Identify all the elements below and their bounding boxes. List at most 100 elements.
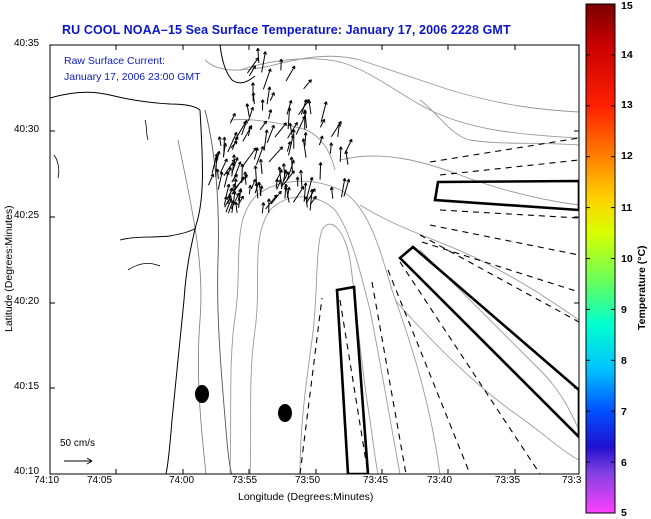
current-arrow [253,147,259,160]
current-arrowhead [290,134,295,139]
current-arrowhead [248,125,253,129]
beam-box-south [335,285,370,474]
current-arrow [329,142,332,154]
current-arrowhead [289,156,294,161]
current-label-line2: January 17, 2006 23:00 GMT [64,71,201,83]
current-arrowhead [234,201,239,206]
coastline [165,109,203,474]
current-arrowhead [254,182,259,187]
current-arrowhead [309,188,314,193]
colorbar-tick-13: 13 [621,99,633,111]
x-tick-73-45: 73:45 [363,475,389,486]
current-arrow [259,120,267,131]
scale-arrowhead [86,457,93,465]
x-tick-73-55: 73:55 [232,475,258,486]
current-arrowhead [240,195,244,200]
current-arrowhead [323,101,328,105]
current-arrowhead [342,177,347,182]
bathymetry-contour [239,58,579,139]
current-arrowhead [215,168,220,173]
current-arrow [282,170,295,186]
current-arrow [292,186,305,203]
current-arrow [262,68,272,90]
current-arrowhead [266,198,271,202]
current-arrowhead [210,173,215,178]
current-arrowhead [230,200,235,204]
colorbar-tick-5: 5 [621,507,627,519]
current-arrowhead [318,162,323,166]
track-dashed-line [299,297,323,474]
current-arrowhead [278,190,282,195]
current-arrowhead [274,178,279,183]
current-arrowhead [329,142,334,146]
y-tick-40-10: 40:10 [14,466,40,477]
x-axis-label: Longitude (Degrees:Minutes) [238,491,374,503]
current-arrow [227,132,238,153]
current-arrow [218,136,222,146]
current-arrow [232,161,242,182]
current-arrow [229,113,236,124]
current-arrowhead [338,146,343,150]
colorbar-title: Temperature (°C) [636,245,648,330]
current-arrow [211,153,218,174]
current-arrow [237,189,242,202]
current-arrowhead [346,178,351,183]
current-arrow [247,57,259,74]
current-arrow [337,123,340,137]
current-arrowhead [319,135,324,140]
current-arrow [259,185,263,196]
current-arrowhead [234,157,239,161]
current-arrowhead [253,165,258,169]
track-dashed-line [439,209,579,219]
colorbar-tick-8: 8 [621,355,627,367]
current-arrow [248,185,251,195]
current-arrowhead [279,58,284,63]
current-arrow [275,178,278,189]
current-arrowhead [344,150,349,155]
current-arrowhead [231,159,236,163]
current-arrow [261,51,266,73]
colorbar-tick-11: 11 [621,202,633,214]
current-arrow [232,174,248,192]
current-arrowhead [303,109,307,113]
current-arrow [285,183,290,203]
current-arrowhead [286,186,291,191]
current-arrow [290,156,293,171]
beam-box-southeast [398,245,579,439]
bathymetry-contour [204,55,579,113]
current-arrow [263,129,268,151]
current-arrowhead [301,138,306,142]
current-arrow [225,198,232,213]
current-arrowhead [291,65,296,70]
current-arrow [237,195,244,205]
current-arrow [222,143,227,158]
current-arrowhead [285,171,289,176]
current-arrow [248,65,256,77]
current-arrow [339,146,342,163]
figure-title: RU COOL NOAA–15 Sea Surface Temperature:… [62,23,511,37]
current-arrowhead [295,176,300,180]
current-arrow [345,139,353,153]
current-arrow [223,196,227,206]
current-arrow [302,138,307,158]
scale-arrow-label: 50 cm/s [60,438,96,449]
x-tick-74-00: 74:00 [169,475,195,486]
current-arrowhead [338,120,342,125]
current-arrow [225,183,230,198]
current-arrow [343,179,350,197]
current-arrow [284,186,287,199]
current-arrow [303,79,312,90]
current-arrowhead [243,171,248,175]
current-arrowhead [261,202,266,206]
current-arrowhead [237,161,242,165]
bathymetry-contour [299,223,379,474]
current-arrow [304,109,308,129]
track-dashed-line [399,261,541,474]
current-arrow [276,179,282,190]
current-arrowhead [304,196,309,200]
current-arrowhead [288,99,293,104]
current-arrowhead [268,109,273,113]
current-arrowhead [223,142,228,147]
current-arrowhead [217,136,222,140]
current-arrowhead [281,163,286,167]
